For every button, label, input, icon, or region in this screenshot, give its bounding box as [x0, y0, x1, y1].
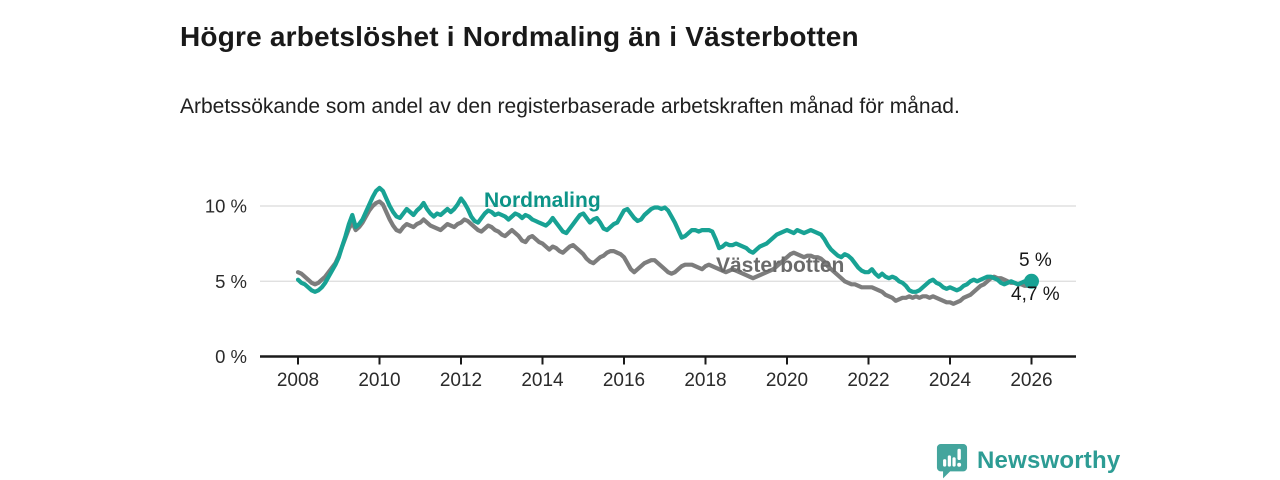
x-tick-label: 2022: [847, 370, 889, 391]
end-value-vasterbotten: 4,7 %: [1011, 284, 1060, 305]
x-tick-label: 2016: [603, 370, 645, 391]
page-title: Högre arbetslöshet i Nordmaling än i Väs…: [180, 20, 859, 52]
gridlines: [260, 205, 1076, 282]
chart-subtitle: Arbetssökande som andel av den registerb…: [180, 95, 960, 118]
x-tick-label: 2012: [440, 370, 482, 391]
newsworthy-wordmark: Newsworthy: [977, 447, 1121, 474]
newsworthy-brand: Newsworthy: [936, 443, 1120, 479]
x-tick-label: 2026: [1010, 370, 1052, 391]
x-tick-label: 2008: [277, 370, 319, 391]
x-tick-label: 2010: [358, 370, 400, 391]
x-axis: [260, 355, 1076, 365]
series-label-nordmaling: Nordmaling: [484, 189, 601, 212]
series-line-västerbotten: [295, 199, 1034, 306]
x-tick-label: 2018: [684, 370, 726, 391]
data-series: [295, 185, 1039, 306]
bar-chart-speech-bubble-icon: [936, 444, 968, 479]
y-tick-label: 10 %: [205, 196, 247, 217]
series-end-dot: [1024, 273, 1039, 289]
x-tick-label: 2014: [521, 370, 564, 391]
x-tick-label: 2020: [766, 370, 808, 391]
y-tick-label: 0 %: [215, 346, 247, 367]
series-line-nordmaling: [295, 185, 1034, 294]
x-tick-label: 2024: [929, 370, 972, 391]
axis-labels: 0 % 5 % 10 % 2008 2010 2012 2014 2016 2018 2020 20…: [205, 196, 1053, 392]
y-tick-label: 5 %: [215, 271, 247, 292]
end-value-nordmaling: 5 %: [1019, 250, 1052, 271]
series-label-vasterbotten: Västerbotten: [716, 254, 845, 277]
